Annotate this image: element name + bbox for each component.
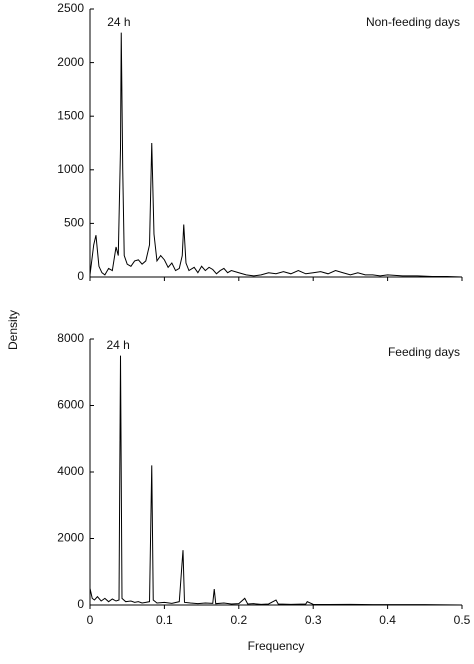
data-line — [89, 355, 463, 606]
x-axis-label: Frequency — [248, 639, 305, 653]
y-tick-label: 2500 — [57, 1, 84, 15]
y-tick-label: 1500 — [57, 108, 84, 122]
y-tick-label: 2000 — [57, 531, 84, 545]
x-tick-label: 0 — [87, 613, 94, 627]
x-tick-label: 0.2 — [230, 613, 247, 627]
data-line — [89, 32, 463, 278]
panel-label: Non-feeding days — [366, 15, 460, 29]
y-tick-label: 2000 — [57, 55, 84, 69]
y-tick-label: 8000 — [57, 331, 84, 345]
y-axis-label: Density — [6, 310, 20, 350]
y-tick-label: 1000 — [57, 162, 84, 176]
y-tick-label: 4000 — [57, 464, 84, 478]
x-tick-label: 0.1 — [156, 613, 173, 627]
y-tick-label: 6000 — [57, 398, 84, 412]
x-tick-label: 0.5 — [454, 613, 471, 627]
x-tick-label: 0.4 — [379, 613, 396, 627]
peak-label: 24 h — [107, 15, 130, 29]
panel-label: Feeding days — [388, 345, 460, 359]
y-tick-label: 500 — [64, 216, 84, 230]
peak-label: 24 h — [107, 338, 130, 352]
x-tick-label: 0.3 — [305, 613, 322, 627]
y-tick-label: 0 — [77, 269, 84, 283]
y-tick-label: 0 — [77, 597, 84, 611]
